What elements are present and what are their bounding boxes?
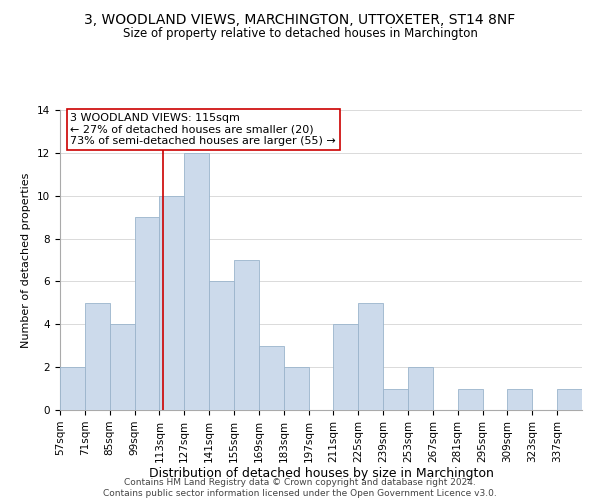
Bar [160,196,184,410]
Text: 3 WOODLAND VIEWS: 115sqm
← 27% of detached houses are smaller (20)
73% of semi-d: 3 WOODLAND VIEWS: 115sqm ← 27% of detach… [70,113,336,146]
X-axis label: Distribution of detached houses by size in Marchington: Distribution of detached houses by size … [149,468,493,480]
Bar [358,303,383,410]
Bar [209,282,234,410]
Bar [284,367,308,410]
Bar [110,324,134,410]
Bar [334,324,358,410]
Bar [85,303,110,410]
Bar [134,217,160,410]
Bar [383,388,408,410]
Bar [184,153,209,410]
Bar [234,260,259,410]
Bar [408,367,433,410]
Text: Size of property relative to detached houses in Marchington: Size of property relative to detached ho… [122,28,478,40]
Bar [259,346,284,410]
Y-axis label: Number of detached properties: Number of detached properties [22,172,31,348]
Bar [458,388,482,410]
Bar [60,367,85,410]
Bar [557,388,582,410]
Text: Contains HM Land Registry data © Crown copyright and database right 2024.
Contai: Contains HM Land Registry data © Crown c… [103,478,497,498]
Text: 3, WOODLAND VIEWS, MARCHINGTON, UTTOXETER, ST14 8NF: 3, WOODLAND VIEWS, MARCHINGTON, UTTOXETE… [85,12,515,26]
Bar [508,388,532,410]
